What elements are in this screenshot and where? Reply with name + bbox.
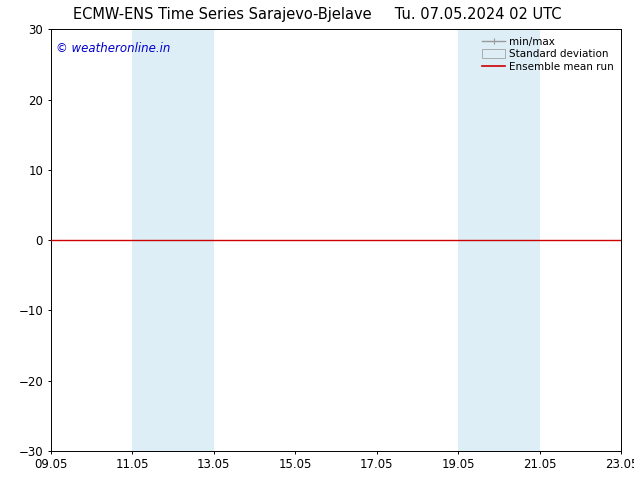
Text: © weatheronline.in: © weatheronline.in	[56, 42, 171, 55]
Bar	[458, 29, 540, 451]
Bar	[133, 29, 214, 451]
Legend: min/max, Standard deviation, Ensemble mean run: min/max, Standard deviation, Ensemble me…	[480, 35, 616, 74]
Text: ECMW-ENS Time Series Sarajevo-Bjelave     Tu. 07.05.2024 02 UTC: ECMW-ENS Time Series Sarajevo-Bjelave Tu…	[73, 7, 561, 23]
